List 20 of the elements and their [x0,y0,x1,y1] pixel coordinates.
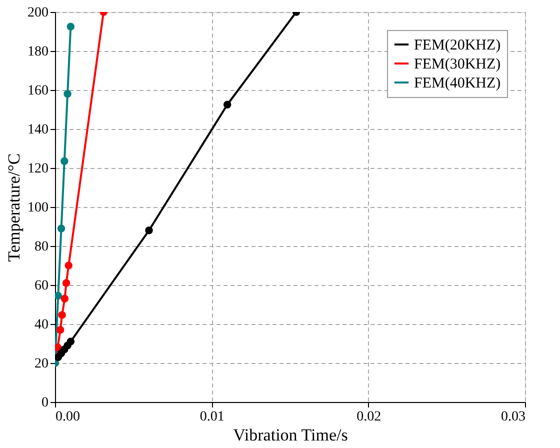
y-tick-label: 80 [34,240,48,254]
y-tick-label: 160 [28,84,48,98]
x-axis-title: Vibration Time/s [233,426,348,444]
y-axis-title: Temperature/°C [4,153,24,262]
y-tick-label: 140 [28,122,48,138]
legend-label: FEM(20KHZ) [414,38,501,54]
y-tick-label: 100 [28,200,48,216]
y-tick-label: 180 [28,44,48,60]
y-tick-label: 120 [28,162,48,176]
y-tick-label: 0 [42,396,48,410]
legend-label: FEM(30KHZ) [414,56,501,72]
x-tick-label: 0.00 [56,410,80,424]
x-tick-label: 0.02 [356,410,382,424]
y-tick-label: 200 [28,6,48,20]
y-tick-label: 40 [34,318,48,332]
x-tick-label: 0.03 [501,410,526,424]
legend-label: FEM(40KHZ) [414,76,501,92]
x-tick-label: 0.01 [200,410,224,424]
y-tick-label: 20 [34,356,48,372]
y-tick-label: 60 [34,278,48,294]
